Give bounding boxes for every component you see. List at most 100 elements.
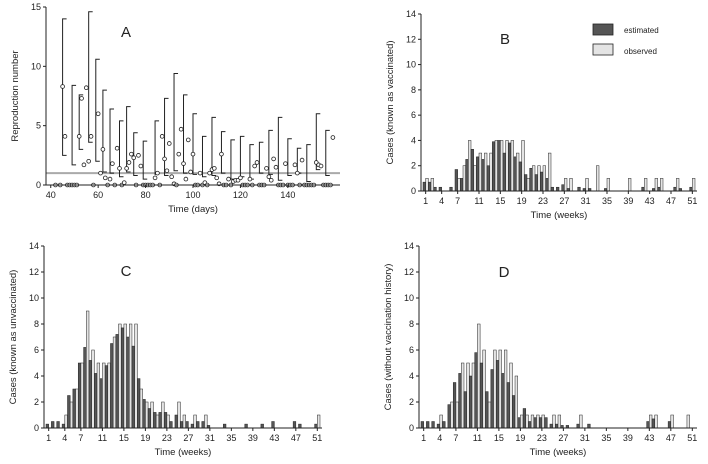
observed-bar (504, 349, 508, 429)
confidence-interval (119, 120, 124, 178)
data-point (114, 145, 120, 151)
estimated-bar (476, 156, 480, 192)
observed-bar (477, 323, 481, 429)
estimated-bar (314, 423, 318, 429)
estimated-bar (474, 352, 478, 429)
observed-bar (102, 362, 106, 429)
panel-d-x-tick-label: 43 (644, 433, 654, 443)
estimated-bar (83, 347, 87, 429)
panel-d-x-tick-label: 7 (453, 433, 458, 443)
panel-c-y-tick-label: 2 (34, 397, 39, 407)
panel-a-y-tick-label: 10 (31, 61, 41, 71)
panel-d-x-tick-label: 15 (494, 433, 504, 443)
observed-bar (75, 388, 79, 429)
estimated-bar (556, 186, 560, 192)
data-point (126, 160, 132, 165)
confidence-interval (133, 132, 138, 177)
estimated-bar (512, 395, 516, 429)
confidence-interval (78, 94, 84, 150)
data-point (162, 156, 167, 162)
observed-bar (425, 178, 429, 192)
observed-bar (462, 165, 466, 192)
confidence-interval (88, 11, 93, 143)
panel-c-y-tick-label: 6 (34, 345, 39, 355)
data-point (238, 175, 243, 181)
panel-b-x-tick-label: 43 (645, 196, 655, 206)
estimated-bar (561, 184, 565, 192)
data-point (155, 170, 160, 176)
estimated-bar (534, 174, 538, 192)
panel-d-y-tick-label: 2 (409, 397, 414, 407)
data-point (166, 141, 172, 146)
panel-a-x-tick-label: 80 (141, 190, 151, 200)
observed-bar (516, 152, 520, 192)
confidence-interval (325, 129, 330, 177)
confidence-interval (109, 108, 115, 174)
observed-bar (489, 152, 493, 192)
observed-bar (579, 414, 583, 429)
panel-b-panel-letter: B (500, 31, 510, 48)
estimated-bar (185, 421, 189, 429)
estimated-bar (460, 178, 464, 192)
confidence-interval (211, 116, 216, 177)
panel-c-x-tick-label: 27 (183, 433, 193, 443)
estimated-bar (497, 140, 501, 192)
data-point (117, 166, 122, 171)
panel-b-y-tick-label: 14 (406, 9, 416, 19)
observed-bar (500, 140, 504, 192)
estimated-bar (142, 399, 146, 429)
estimated-bar (447, 404, 451, 429)
data-point (219, 151, 224, 157)
panel-d-y-tick-label: 4 (409, 371, 414, 381)
estimated-bar (502, 152, 506, 192)
panel-c-x-tick-label: 35 (226, 433, 236, 443)
observed-bar (204, 414, 208, 429)
estimated-bar (438, 186, 442, 192)
data-point (181, 161, 186, 166)
observed-bar (468, 140, 472, 192)
observed-bar (155, 414, 160, 429)
estimated-bar (442, 421, 446, 429)
data-point (124, 166, 129, 171)
estimated-bar (529, 167, 533, 192)
panel-c-x-tick-label: 39 (248, 433, 258, 443)
confidence-interval (268, 129, 273, 175)
estimated-bar (77, 362, 82, 429)
estimated-bar (587, 423, 591, 429)
panel-b-x-tick-label: 35 (602, 196, 612, 206)
estimated-bar (169, 421, 173, 429)
panel-c-x-tick-label: 47 (291, 433, 301, 443)
estimated-bar (528, 421, 532, 429)
estimated-bar (481, 159, 485, 192)
observed-bar (455, 401, 459, 429)
panel-a-y-axis-title: Reproduction number (10, 50, 21, 141)
data-point (176, 151, 182, 157)
estimated-bar (61, 423, 66, 429)
panel-b-y-tick-label: 4 (411, 135, 416, 145)
panel-d-x-tick-label: 27 (558, 433, 568, 443)
observed-bar (317, 414, 321, 429)
panel-a-x-tick-label: 120 (233, 190, 248, 200)
observed-bar (473, 165, 477, 192)
panel-a-y-tick-label: 0 (36, 180, 41, 190)
panel-a-x-tick-label: 60 (93, 190, 103, 200)
data-point (110, 161, 115, 166)
data-point (159, 134, 165, 139)
estimated-bar (485, 391, 489, 429)
data-point (268, 177, 274, 183)
panel-b-y-tick-label: 6 (411, 110, 416, 120)
observed-bar (430, 178, 434, 192)
panel-c-x-tick-label: 43 (269, 433, 279, 443)
legend-estimated-swatch (592, 23, 614, 36)
panel-d-x-tick-label: 51 (687, 433, 697, 443)
estimated-bar (196, 421, 200, 429)
panel-c-x-tick-label: 1 (46, 433, 51, 443)
observed-bar (628, 178, 632, 192)
observed-bar (86, 310, 90, 429)
estimated-bar (533, 417, 537, 429)
estimated-bar (518, 161, 522, 192)
observed-bar (530, 414, 535, 429)
observed-bar (107, 362, 111, 429)
data-point (264, 166, 269, 171)
observed-bar (649, 414, 653, 429)
